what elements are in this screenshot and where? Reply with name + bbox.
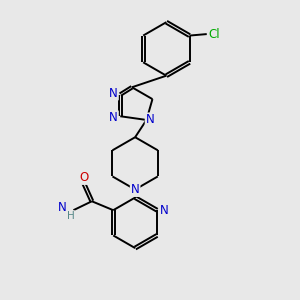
Text: N: N [109,87,118,100]
Text: N: N [160,204,169,217]
Text: N: N [58,201,67,214]
Text: Cl: Cl [208,28,220,40]
Text: N: N [109,111,118,124]
Text: H: H [67,211,74,221]
Text: N: N [146,113,154,126]
Text: N: N [131,183,140,196]
Text: O: O [79,171,88,184]
